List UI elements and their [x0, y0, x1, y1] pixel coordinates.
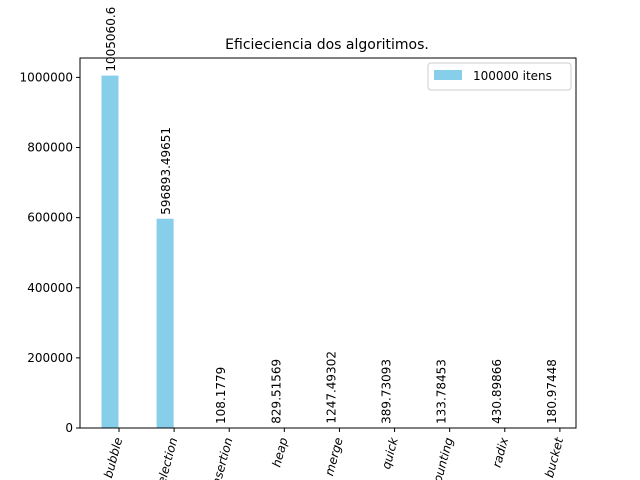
- bar-value-label: 1005060.6: [104, 7, 118, 72]
- bar: [101, 75, 119, 428]
- y-tick-label: 800000: [27, 141, 73, 155]
- bar-value-label: 596893.49651: [159, 127, 173, 215]
- bar-value-label: 108.1779: [214, 367, 228, 424]
- y-tick-label: 200000: [27, 351, 73, 365]
- legend-label: 100000 itens: [473, 69, 552, 83]
- bar-value-label: 1247.49302: [324, 351, 338, 424]
- axes-frame: [79, 57, 577, 429]
- legend-swatch: [434, 70, 462, 80]
- plot-area: 1005060.6bubble596893.49651selection108.…: [20, 7, 567, 480]
- y-tick-label: 400000: [27, 281, 73, 295]
- bar-value-label: 180.97448: [545, 359, 559, 424]
- bar-value-label: 430.89866: [490, 359, 504, 424]
- legend-box: [427, 62, 572, 91]
- legend: 100000 itens: [427, 62, 572, 91]
- bar: [156, 218, 174, 428]
- bar-value-label: 389.73093: [380, 359, 394, 424]
- bar-value-label: 133.78453: [435, 359, 449, 424]
- y-tick-label: 0: [65, 421, 73, 435]
- bar-value-label: 829.51569: [269, 359, 283, 424]
- y-tick-label: 1000000: [20, 70, 73, 84]
- chart-title: Eficieciencia dos algoritimos.: [225, 37, 429, 53]
- y-tick-label: 600000: [27, 211, 73, 225]
